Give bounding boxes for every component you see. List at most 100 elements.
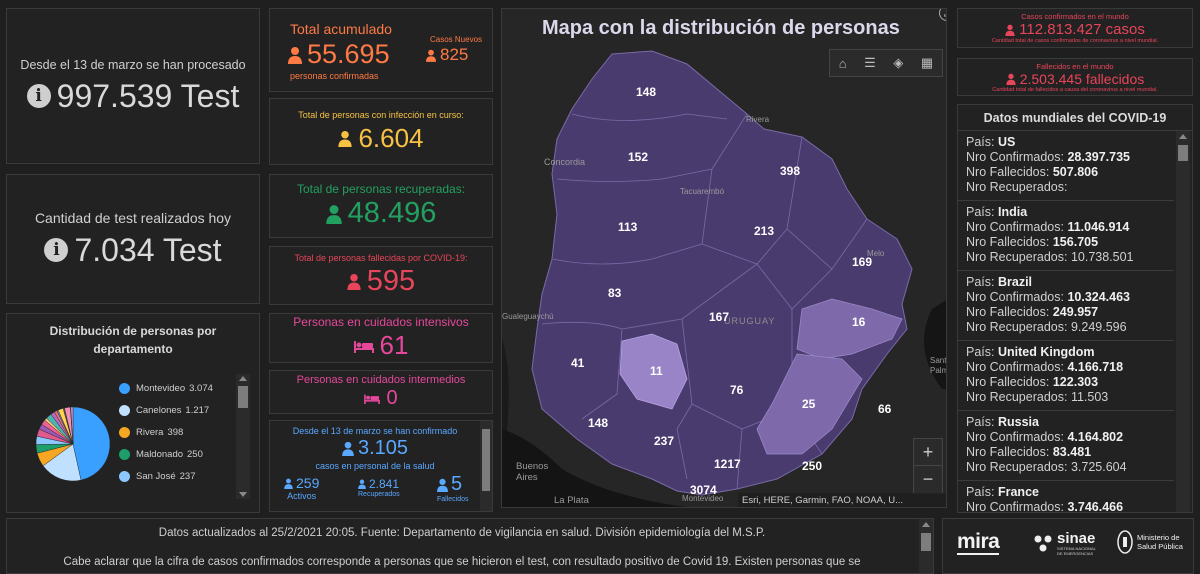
- count-treinta-y-tres[interactable]: 16: [852, 315, 866, 329]
- health-deaths: 5 Fallecidos: [437, 473, 469, 503]
- zoom-in-button[interactable]: +: [914, 439, 942, 466]
- legend-scrollbar[interactable]: [236, 374, 250, 499]
- world-country-value: Brazil: [997, 275, 1033, 289]
- count-san-jose[interactable]: 237: [654, 434, 675, 448]
- map-panel[interactable]: Mapa con la distribución de personas ⤢ ⌂…: [501, 8, 947, 508]
- tests-processed-value: 997.539 Test: [56, 77, 240, 114]
- count-durazno[interactable]: 167: [709, 310, 730, 324]
- legend-item[interactable]: Maldonado 250: [119, 443, 231, 465]
- world-deaths-value: 122.303: [1052, 375, 1099, 389]
- world-country-item[interactable]: País: India Nro Confirmados: 11.046.914 Nr…: [958, 201, 1174, 271]
- world-recovered-label: Nro Recuperados:: [966, 460, 1068, 474]
- legend-label: Montevideo: [136, 382, 186, 394]
- count-paysandu[interactable]: 113: [618, 220, 638, 234]
- list-icon[interactable]: ☰: [864, 55, 876, 70]
- scroll-thumb[interactable]: [482, 429, 490, 491]
- deaths-panel: Total de personas fallecidas por COVID-1…: [269, 246, 493, 305]
- world-country-item[interactable]: País: Brazil Nro Confirmados: 10.324.463 N…: [958, 271, 1174, 341]
- scroll-thumb[interactable]: [238, 386, 248, 408]
- world-country-item[interactable]: País: United Kingdom Nro Confirmados: 4.1…: [958, 341, 1174, 411]
- world-deaths-value: 2.503.445 fallecidos: [1019, 70, 1145, 87]
- layers-icon[interactable]: ◈: [893, 55, 904, 70]
- flores-region: [619, 333, 688, 410]
- count-soriano[interactable]: 41: [571, 356, 585, 370]
- world-country-label: País:: [966, 485, 995, 499]
- count-maldonado[interactable]: 250: [802, 459, 823, 473]
- count-salto[interactable]: 152: [628, 150, 649, 164]
- legend-item[interactable]: Montevideo 3.074: [119, 377, 231, 399]
- footer-note-line: Cabe aclarar que la cifra de casos confi…: [63, 556, 861, 568]
- legend-swatch: [119, 382, 130, 394]
- count-canelones[interactable]: 1217: [714, 457, 741, 471]
- place-buenos-aires: Buenos Aires: [516, 461, 549, 483]
- tests-processed-value-row: i 997.539 Test: [26, 77, 240, 115]
- pie-slice-rocha[interactable]: [70, 406, 74, 445]
- world-confirmed-label: Nro Confirmados:: [966, 500, 1064, 513]
- new-cases-row: 825: [426, 45, 468, 65]
- count-lavalleja[interactable]: 25: [802, 397, 816, 411]
- world-deaths-value: 83.481: [1052, 445, 1092, 459]
- scroll-up-arrow[interactable]: [1179, 134, 1187, 139]
- world-confirmed-label: Nro Confirmados:: [966, 150, 1064, 164]
- health-scrollbar[interactable]: [480, 421, 492, 511]
- place-rivera: Rivera: [746, 115, 770, 124]
- scroll-up-arrow[interactable]: [922, 522, 930, 527]
- world-country-item[interactable]: País: Russia Nro Confirmados: 4.164.802 Nr…: [958, 411, 1174, 481]
- home-icon[interactable]: ⌂: [838, 55, 847, 71]
- place-gualeguaychu: Gualeguaychú: [502, 312, 554, 321]
- total-value-row: 55.695: [288, 39, 390, 70]
- world-confirmed-row: 112.813.427 casos: [1005, 21, 1145, 38]
- count-montevideo[interactable]: 3074: [690, 483, 717, 497]
- scroll-thumb[interactable]: [921, 533, 931, 551]
- health-staff-panel: Desde el 13 de marzo se han confirmado 3…: [269, 420, 493, 512]
- world-confirmed-value: 28.397.735: [1067, 150, 1130, 164]
- footer-scrollbar[interactable]: [919, 519, 933, 573]
- new-cases-label: Casos Nuevos: [430, 35, 483, 44]
- count-artigas[interactable]: 148: [636, 85, 657, 99]
- count-florida[interactable]: 76: [730, 383, 744, 397]
- department-chart-title: Distribución de personas por departament…: [49, 324, 217, 356]
- count-rio-negro[interactable]: 83: [608, 286, 622, 300]
- legend-label: Rivera: [136, 426, 164, 438]
- count-cerro-largo[interactable]: 169: [852, 255, 873, 269]
- scroll-up-arrow[interactable]: [239, 376, 247, 381]
- person-icon: [358, 479, 366, 489]
- count-flores[interactable]: 11: [650, 364, 663, 378]
- scroll-down-arrow[interactable]: [239, 492, 247, 497]
- count-rivera[interactable]: 398: [780, 164, 801, 178]
- world-confirmed-label: Nro Confirmados:: [966, 430, 1064, 444]
- health-value-row: 3.105: [270, 437, 480, 460]
- zoom-out-button[interactable]: −: [922, 469, 934, 489]
- active-value-row: 6.604: [338, 123, 424, 154]
- pie-slice-canelones[interactable]: [42, 443, 82, 482]
- world-deaths-value: 249.957: [1052, 305, 1099, 319]
- legend-item[interactable]: San José 237: [119, 465, 231, 487]
- legend-item[interactable]: Rivera 398: [119, 421, 231, 443]
- world-confirmed-label: Nro Confirmados:: [966, 360, 1064, 374]
- world-list-panel: Datos mundiales del COVID-19 País: US Nro…: [957, 104, 1193, 513]
- new-cases-value: 825: [440, 45, 469, 64]
- place-la-plata: La Plata: [554, 495, 589, 506]
- scroll-thumb[interactable]: [1178, 145, 1188, 161]
- uruguay-map[interactable]: [502, 9, 947, 508]
- count-colonia[interactable]: 148: [588, 416, 609, 430]
- tests-processed-caption: Desde el 13 de marzo se han procesado: [20, 57, 246, 72]
- place-melo: Melo: [867, 249, 885, 258]
- lavalleja-region: [756, 353, 863, 455]
- place-palma: Palma: [930, 366, 946, 375]
- world-confirmed-title: Casos confirmados en el mundo: [1021, 12, 1129, 21]
- icu-value: 61: [379, 330, 409, 360]
- world-country-item[interactable]: País: US Nro Confirmados: 28.397.735 Nro F…: [958, 131, 1174, 201]
- place-montevideo: Montevideo: [682, 494, 724, 503]
- mira-logo-text: mira: [957, 530, 1000, 555]
- msp-logo: Ministerio de Salud Pública: [1117, 529, 1189, 555]
- legend-value: 398: [167, 426, 184, 438]
- legend-item[interactable]: Canelones 1.217: [119, 399, 231, 421]
- world-list-scrollbar[interactable]: [1176, 131, 1190, 512]
- recovered-title: Total de personas recuperadas:: [296, 182, 466, 196]
- pie-slice-montevideo[interactable]: [72, 406, 111, 481]
- qr-icon[interactable]: ▦: [920, 55, 934, 70]
- count-rocha[interactable]: 66: [878, 402, 892, 416]
- count-tacuarembo[interactable]: 213: [754, 224, 775, 238]
